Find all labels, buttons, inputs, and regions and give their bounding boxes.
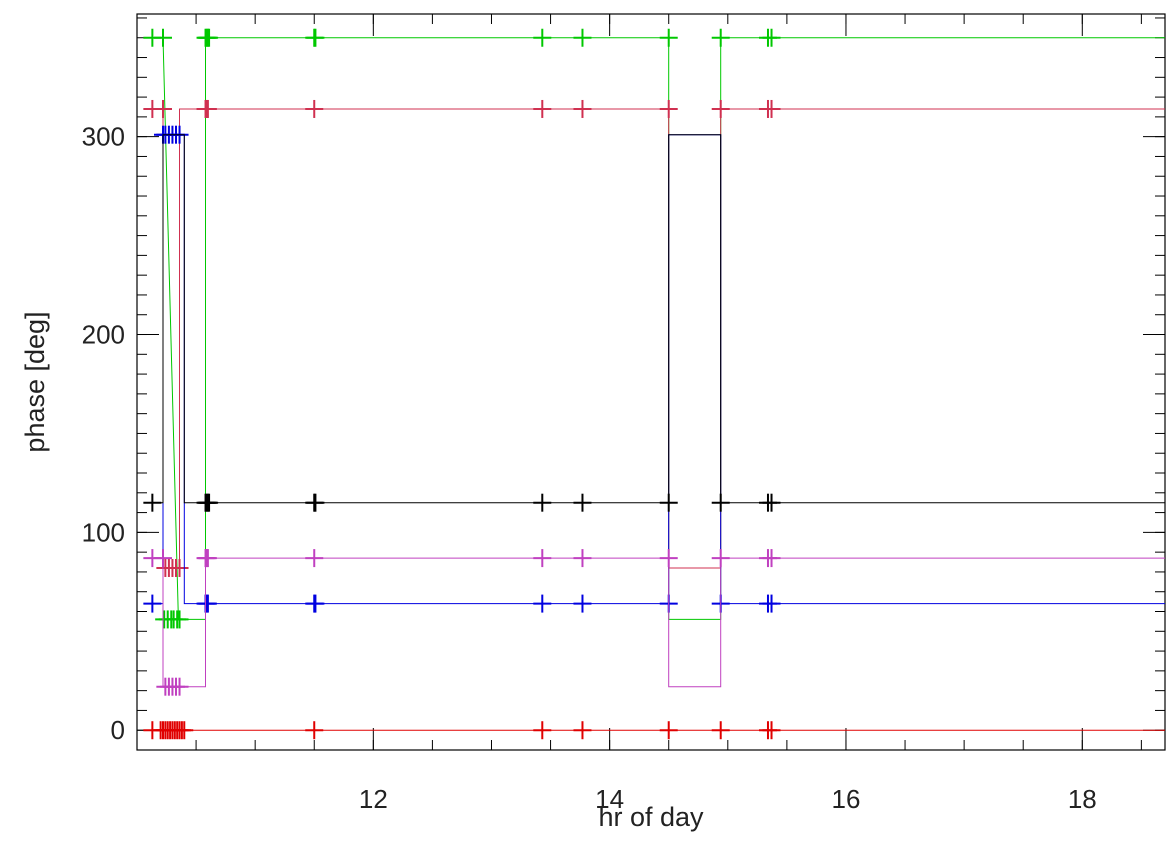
series-point: [198, 594, 217, 613]
series-point: [711, 493, 730, 512]
series-point: [143, 493, 162, 512]
y-tick-label: 200: [82, 320, 125, 350]
series-point: [573, 721, 592, 740]
series-point: [573, 99, 592, 118]
series-point: [153, 549, 172, 568]
series-point: [533, 594, 552, 613]
series-2: [143, 99, 1165, 577]
y-tick-label: 0: [111, 715, 125, 745]
series-point: [198, 99, 217, 118]
series-point: [306, 493, 325, 512]
series-point: [200, 28, 219, 47]
series-5: [143, 549, 1165, 696]
series-point: [573, 28, 592, 47]
series-point: [762, 549, 781, 568]
series-point: [533, 493, 552, 512]
series-6: [143, 721, 1165, 740]
series-layer: [143, 28, 1165, 740]
series-point: [762, 493, 781, 512]
series-line: [151, 134, 1165, 605]
series-1: [143, 28, 1165, 629]
series-point: [711, 549, 730, 568]
series-point: [533, 721, 552, 740]
series-point: [573, 549, 592, 568]
series-point: [305, 549, 324, 568]
series-point: [762, 721, 781, 740]
series-line: [151, 108, 1165, 569]
major-ticks: [137, 14, 1165, 750]
series-point: [153, 28, 172, 47]
series-point: [533, 99, 552, 118]
plot-frame: [136, 13, 1166, 751]
x-tick-label: 18: [1068, 784, 1097, 814]
series-point: [711, 28, 730, 47]
series-point: [573, 594, 592, 613]
series-point: [306, 28, 325, 47]
series-point: [711, 721, 730, 740]
series-line: [151, 37, 1165, 620]
series-point: [200, 493, 219, 512]
series-point: [659, 549, 678, 568]
y-tick-labels: 0 100 200 300: [82, 122, 125, 746]
series-point: [659, 28, 678, 47]
series-point: [305, 99, 324, 118]
series-point: [659, 493, 678, 512]
x-tick-label: 14: [595, 784, 624, 814]
series-point: [306, 594, 325, 613]
series-point: [153, 99, 172, 118]
series-4: [143, 134, 1165, 512]
series-point: [170, 558, 189, 577]
series-point: [305, 721, 324, 740]
series-point: [170, 677, 189, 696]
series-point: [170, 610, 189, 629]
x-axis-title: hr of day: [598, 802, 704, 832]
series-point: [198, 549, 217, 568]
minor-ticks: [136, 14, 1165, 751]
series-point: [533, 549, 552, 568]
series-point: [762, 99, 781, 118]
x-tick-labels: 12 14 16 18: [359, 784, 1097, 814]
series-point: [711, 99, 730, 118]
series-point: [175, 721, 194, 740]
series-line: [151, 557, 1165, 688]
series-3: [143, 125, 1165, 613]
series-point: [762, 28, 781, 47]
series-line: [151, 134, 1165, 504]
y-tick-label: 100: [82, 517, 125, 547]
series-point: [143, 594, 162, 613]
series-point: [573, 493, 592, 512]
series-point: [659, 99, 678, 118]
series-point: [762, 594, 781, 613]
series-point: [659, 721, 678, 740]
x-tick-label: 12: [359, 784, 388, 814]
series-point: [533, 28, 552, 47]
x-tick-label: 16: [832, 784, 861, 814]
y-tick-label: 300: [82, 122, 125, 152]
y-axis-title: phase [deg]: [20, 311, 50, 452]
